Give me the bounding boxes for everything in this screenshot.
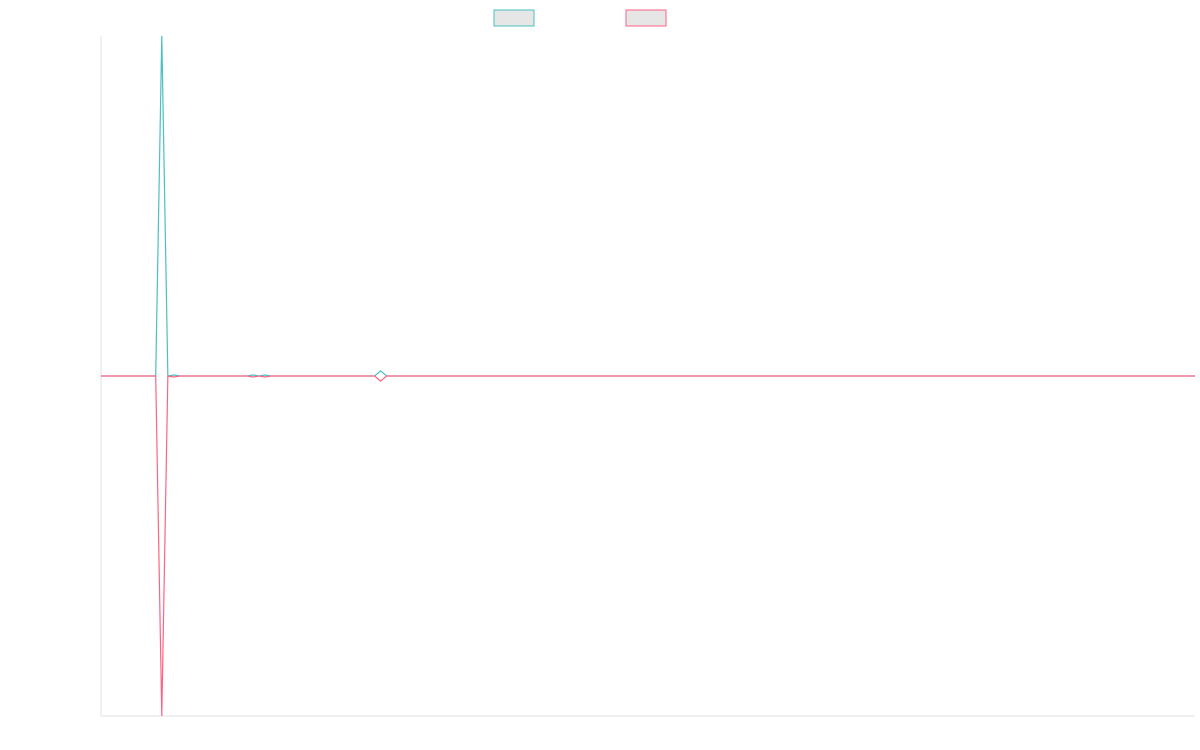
- series-line: [101, 375, 1195, 717]
- series-line: [101, 35, 1195, 377]
- legend-swatch: [493, 9, 535, 27]
- legend-swatch: [625, 9, 667, 27]
